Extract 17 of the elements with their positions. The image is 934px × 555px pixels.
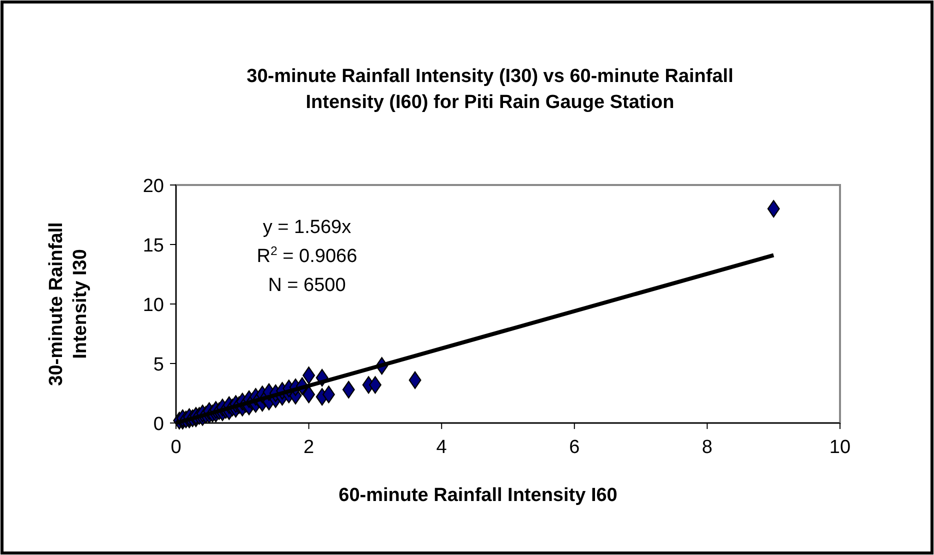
annotation: R$^{2}$ = 0.9066 — [256, 244, 358, 267]
chart-title: 30-minute Rainfall Intensity (I30) vs 60-minute Rainfall Intensity (I60) for Piti Rain Gauge Station — [246, 66, 734, 113]
y-tick-label: 15 — [142, 236, 164, 256]
y-tick-label: 5 — [153, 354, 164, 376]
x-axis-title: 60-minute Rainfall Intensity I60 — [338, 485, 618, 506]
x-tick-label: 4 — [436, 437, 448, 458]
x-tick-label: 2 — [304, 437, 314, 458]
y-tick-label: 10 — [142, 295, 164, 316]
annotation: y = 1.569x — [262, 217, 352, 238]
y-tick-label: 0 — [153, 414, 164, 435]
x-tick-label: 0 — [170, 437, 182, 458]
x-tick-label: 8 — [702, 437, 712, 458]
y-tick-label: 20 — [142, 176, 164, 197]
x-tick-label: 10 — [829, 437, 851, 458]
annotation: N = 6500 — [268, 275, 346, 296]
y-axis-title: 30-minute Rainfall Intensity I30 — [46, 222, 91, 386]
x-tick-label: 6 — [569, 437, 580, 458]
